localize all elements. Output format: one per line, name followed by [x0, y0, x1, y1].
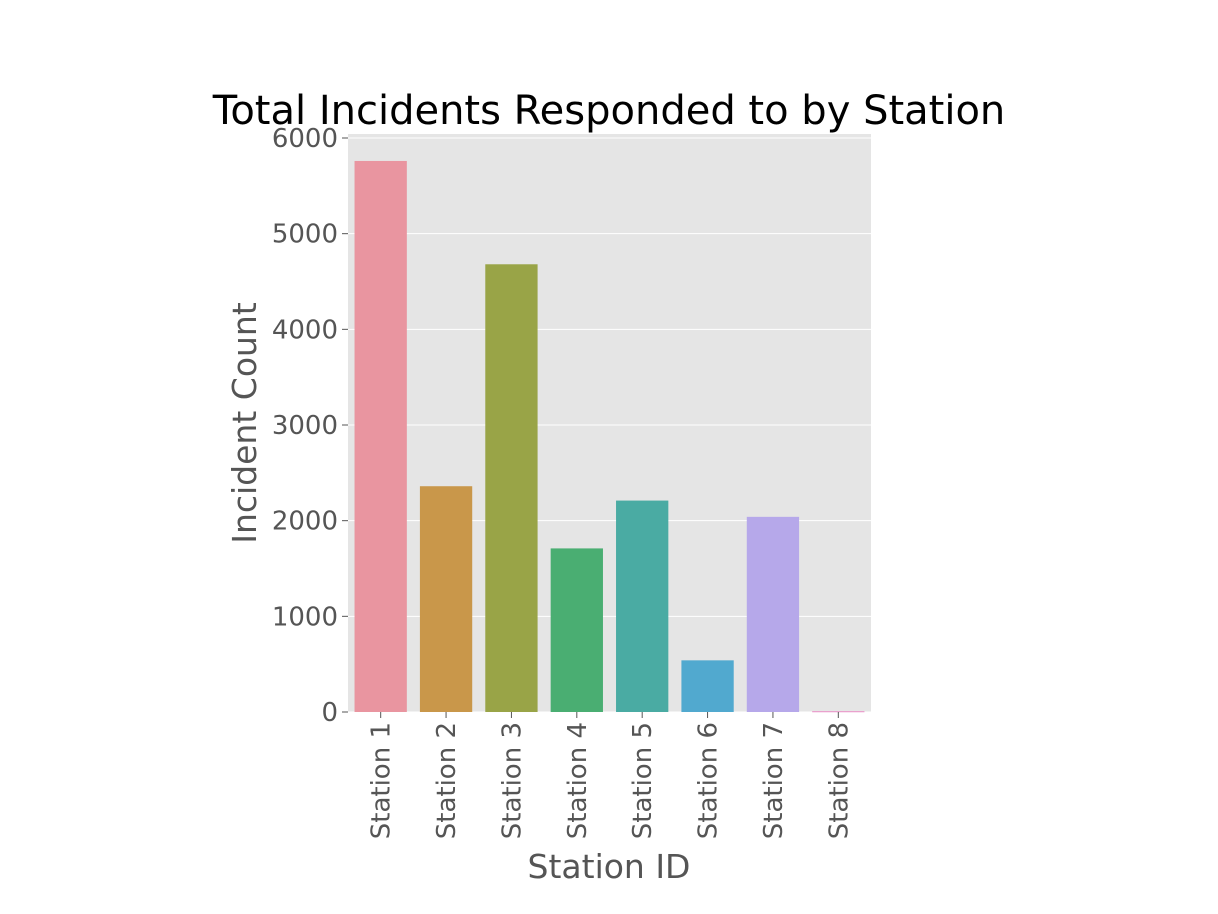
bar-6	[681, 660, 734, 712]
y-tick-label: 0	[321, 698, 338, 728]
x-tick-label: Station 7	[759, 722, 789, 839]
bar-7	[746, 516, 800, 712]
y-tick-label: 2000	[272, 507, 338, 537]
y-tick-label: 5000	[272, 220, 338, 250]
bar-3	[485, 264, 538, 712]
x-tick-label: Station 8	[824, 722, 854, 839]
y-tick-label: 1000	[272, 602, 338, 632]
y-tick-label: 3000	[272, 411, 338, 441]
x-tick-label: Station 2	[432, 722, 462, 839]
bar-8	[812, 711, 865, 713]
x-axis-ticks: Station 1 Station 2 Station 3 Station 4 Stat…	[367, 712, 854, 839]
y-tick-label: 4000	[272, 315, 338, 345]
x-tick-label: Station 3	[497, 722, 527, 839]
y-tick-label: 6000	[272, 124, 338, 154]
bar-4	[550, 548, 603, 712]
chart-title: Total Incidents Responded to by Station	[212, 88, 1006, 134]
x-tick-label: Station 5	[628, 722, 658, 839]
x-axis-label: Station ID	[528, 847, 691, 886]
x-tick-label: Station 6	[694, 722, 724, 839]
bar-1	[354, 160, 407, 712]
x-tick-label: Station 4	[563, 722, 593, 839]
bar-5	[616, 500, 669, 712]
x-tick-label: Station 1	[367, 722, 397, 839]
bar-2	[419, 486, 473, 712]
y-axis-ticks: 0 1000 2000 3000 4000 5000 6000	[272, 124, 348, 728]
bars	[354, 160, 865, 713]
y-axis-label: Incident Count	[225, 302, 264, 544]
